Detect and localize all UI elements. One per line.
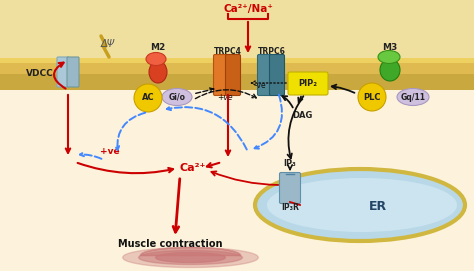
Ellipse shape: [267, 178, 457, 232]
Text: Ca²⁺/Na⁺: Ca²⁺/Na⁺: [223, 4, 273, 14]
Text: ΔΨ: ΔΨ: [101, 39, 115, 49]
Text: DAG: DAG: [292, 111, 312, 121]
Text: +ve: +ve: [100, 147, 120, 156]
Text: -ve: -ve: [254, 82, 266, 91]
Text: TRPC6: TRPC6: [258, 47, 286, 56]
Circle shape: [134, 84, 162, 112]
Ellipse shape: [162, 89, 192, 105]
FancyBboxPatch shape: [226, 54, 240, 95]
FancyBboxPatch shape: [0, 80, 474, 271]
Text: ER: ER: [369, 201, 387, 214]
Text: PIP₂: PIP₂: [299, 79, 318, 89]
FancyBboxPatch shape: [257, 54, 273, 95]
Text: Ca²⁺: Ca²⁺: [180, 163, 206, 173]
FancyBboxPatch shape: [288, 72, 328, 95]
Bar: [0, 58, 474, 63]
Text: M3: M3: [383, 43, 398, 51]
Text: M2: M2: [150, 43, 165, 51]
FancyBboxPatch shape: [67, 57, 79, 87]
FancyBboxPatch shape: [213, 54, 228, 95]
Text: IP₃R: IP₃R: [281, 204, 299, 212]
Text: Gi/o: Gi/o: [168, 92, 185, 102]
FancyBboxPatch shape: [270, 54, 284, 95]
Ellipse shape: [146, 53, 166, 66]
Text: VDCC: VDCC: [26, 69, 54, 79]
Text: TRPC4: TRPC4: [214, 47, 242, 56]
FancyBboxPatch shape: [57, 57, 69, 87]
Ellipse shape: [378, 50, 400, 63]
Text: +ve: +ve: [217, 92, 233, 102]
Bar: [0, 58, 474, 74]
Text: Gq/11: Gq/11: [401, 92, 426, 102]
FancyBboxPatch shape: [280, 173, 301, 204]
Text: IP₃: IP₃: [283, 159, 296, 167]
Text: PLC: PLC: [363, 92, 381, 102]
Bar: [0, 74, 474, 90]
Ellipse shape: [380, 59, 400, 81]
Text: Muscle contraction: Muscle contraction: [118, 239, 222, 249]
Ellipse shape: [149, 61, 167, 83]
Ellipse shape: [397, 89, 429, 105]
Circle shape: [358, 83, 386, 111]
Ellipse shape: [255, 169, 465, 241]
Text: AC: AC: [142, 93, 155, 102]
